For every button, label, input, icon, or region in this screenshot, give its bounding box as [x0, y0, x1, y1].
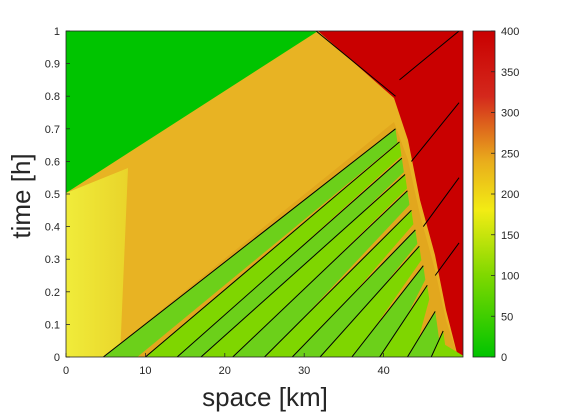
y-tick-label: 0.7 — [45, 124, 60, 136]
x-tick-label: 20 — [219, 365, 231, 377]
colorbar-tick-label: 0 — [501, 352, 507, 364]
x-axis-label: space [km] — [202, 382, 328, 412]
shock-front-line — [103, 128, 396, 357]
x-tick-label: 10 — [139, 365, 151, 377]
shock-front-line — [319, 245, 420, 357]
colorbar-tick-label: 250 — [501, 148, 519, 160]
lower-left-region — [66, 168, 128, 357]
shock-fronts — [103, 31, 460, 357]
jam-region — [318, 31, 463, 357]
shock-front-line — [145, 141, 400, 357]
shock-front-line — [291, 229, 416, 357]
y-tick-label: 0.4 — [45, 222, 60, 234]
shock-front-line — [430, 330, 444, 357]
shock-front-line — [406, 311, 436, 357]
x-tick-label: 0 — [63, 365, 69, 377]
shock-front-line — [232, 190, 408, 357]
shock-front-line — [379, 285, 428, 357]
y-axis-label: time [h] — [6, 153, 36, 238]
shock-front-line — [411, 102, 460, 162]
shock-front-line — [351, 265, 424, 357]
free-flow-region — [66, 31, 318, 193]
y-tick-label: 0.5 — [45, 189, 60, 201]
y-tick-label: 0.2 — [45, 287, 60, 299]
shock-front-line — [264, 209, 412, 357]
y-tick-label: 0.9 — [45, 59, 60, 71]
shock-front-line — [422, 177, 460, 227]
y-tick-label: 0.3 — [45, 254, 60, 266]
colorbar-tick-label: 200 — [501, 189, 519, 201]
y-tick-label: 1 — [54, 26, 60, 38]
shock-front-line — [200, 174, 406, 357]
y-tick-label: 0.6 — [45, 156, 60, 168]
colorbar-tick-label: 100 — [501, 271, 519, 283]
wave-band — [407, 311, 442, 357]
y-tick-label: 0.1 — [45, 319, 60, 331]
colorbar-tick-label: 350 — [501, 67, 519, 79]
x-tick-label: 30 — [298, 365, 310, 377]
colorbar-tick-label: 300 — [501, 108, 519, 120]
x-tick-label: 40 — [377, 365, 389, 377]
shock-front-line — [434, 242, 460, 276]
colorbar-tick-label: 400 — [501, 26, 519, 38]
shock-front-line — [399, 31, 460, 81]
colorbar-tick-label: 50 — [501, 311, 513, 323]
x-axis: 0 10 20 30 40 — [63, 353, 390, 377]
colorbar-tick-label: 150 — [501, 230, 519, 242]
y-tick-label: 0.8 — [45, 91, 60, 103]
plot-area — [66, 31, 463, 357]
shock-front-line — [176, 157, 403, 357]
y-tick-label: 0 — [54, 352, 60, 364]
colorbar-axis: 0 50 100 150 200 250 300 350 400 — [491, 26, 519, 364]
y-axis: 0 0.1 0.2 0.3 0.4 0.5 0.6 0.7 0.8 0.9 1 — [45, 26, 70, 364]
shock-front-line — [315, 31, 396, 97]
wave-band — [431, 330, 463, 357]
